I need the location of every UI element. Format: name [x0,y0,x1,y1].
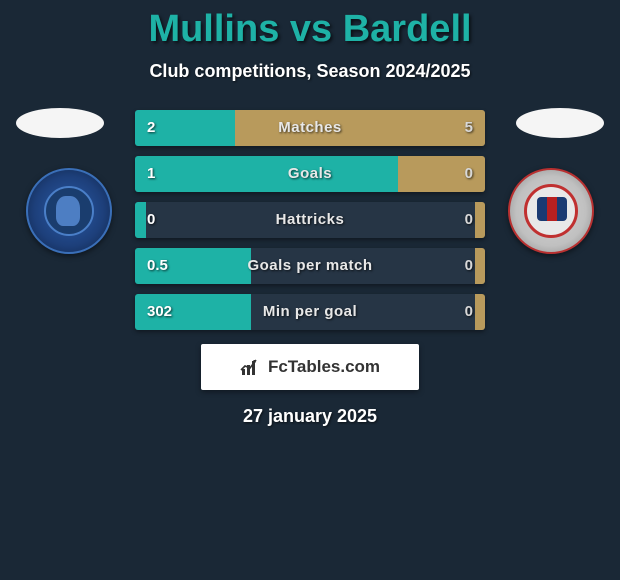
vs-label: vs [290,8,332,50]
player2-club-badge [508,168,594,254]
player2-photo-placeholder [516,108,604,138]
player1-photo-placeholder [16,108,104,138]
subtitle: Club competitions, Season 2024/2025 [0,61,620,82]
stat-row-min-per-goal: 3020Min per goal [135,294,485,330]
player1-name: Mullins [148,8,279,50]
player2-name: Bardell [343,8,472,50]
source-logo: FcTables.com [201,344,419,390]
stat-label: Matches [135,110,485,146]
chart-icon [240,357,262,377]
player1-club-badge [26,168,112,254]
stat-label: Goals [135,156,485,192]
stat-label: Min per goal [135,294,485,330]
stat-label: Goals per match [135,248,485,284]
stat-row-hattricks: 00Hattricks [135,202,485,238]
stat-label: Hattricks [135,202,485,238]
content-area: 25Matches 10Goals 00Hattricks 0.50Goals per… [0,110,620,427]
stat-row-matches: 25Matches [135,110,485,146]
stats-bars: 25Matches 10Goals 00Hattricks 0.50Goals per… [135,110,485,330]
date-label: 27 january 2025 [0,406,620,427]
comparison-title: Mullins vs Bardell [0,0,620,51]
source-label: FcTables.com [268,357,380,377]
stat-row-goals: 10Goals [135,156,485,192]
stat-row-goals-per-match: 0.50Goals per match [135,248,485,284]
